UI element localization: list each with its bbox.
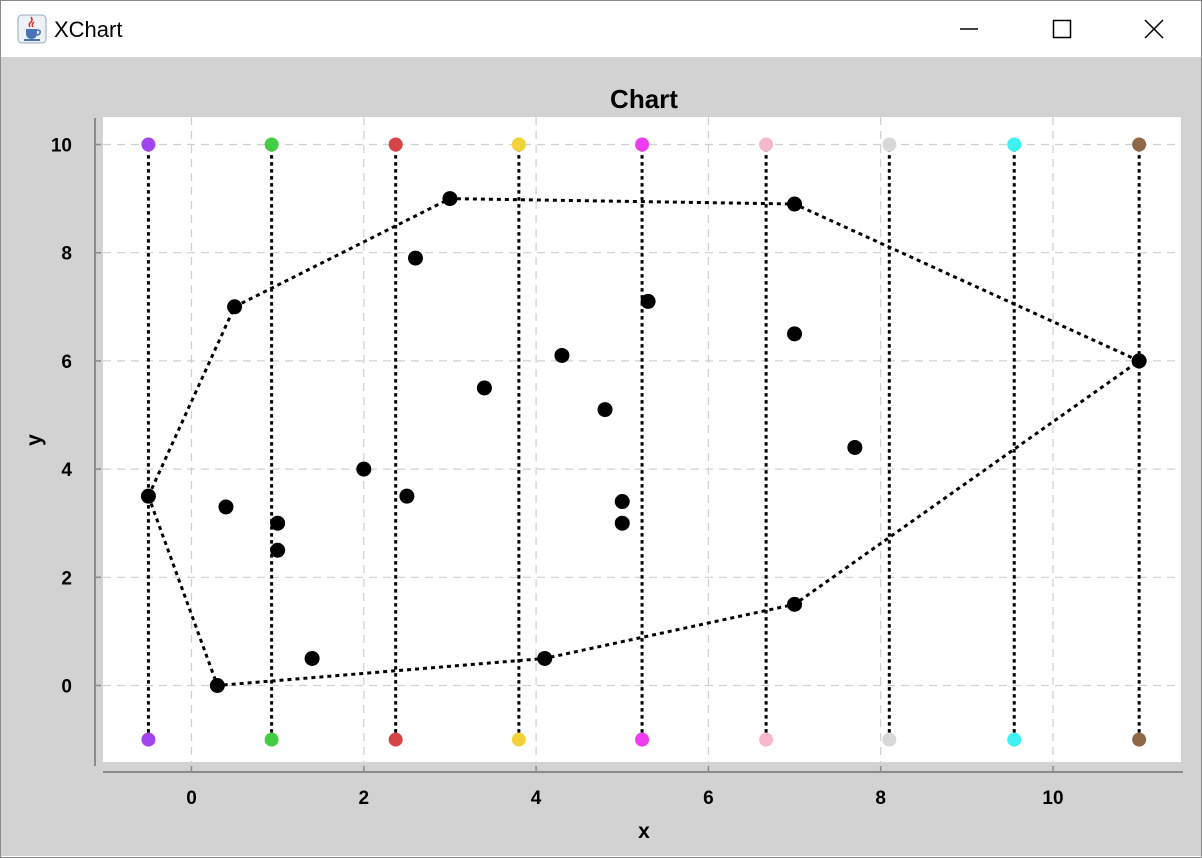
y-tick-label: 10: [51, 136, 72, 157]
data-point: [787, 596, 803, 612]
vertical-line-top-marker: [1132, 137, 1147, 152]
y-axis-label: y: [23, 434, 46, 446]
data-point: [399, 488, 415, 504]
data-point: [140, 488, 156, 504]
x-ticks: 0 2 4 6 8 10: [186, 766, 1064, 809]
vertical-line-top-marker: [264, 137, 279, 152]
minimize-button[interactable]: [923, 1, 1015, 57]
x-tick-label: 4: [531, 788, 542, 809]
x-tick-label: 8: [875, 788, 886, 809]
maximize-button[interactable]: [1016, 1, 1108, 57]
data-point: [614, 515, 630, 531]
vertical-line-top-marker: [511, 137, 526, 152]
vertical-line-bottom-marker: [511, 732, 526, 747]
data-point: [640, 293, 656, 309]
x-axis-label: x: [638, 820, 650, 843]
convex-hull: [147, 197, 1143, 688]
vertical-line-bottom-marker: [635, 732, 650, 747]
chart-title: Chart: [610, 84, 678, 114]
y-tick-label: 0: [61, 677, 72, 698]
data-point: [847, 439, 863, 455]
vertical-line-top-marker: [635, 137, 650, 152]
y-ticks: 0 2 4 6 8 10: [51, 136, 101, 698]
data-point: [442, 191, 458, 207]
close-icon: [1144, 19, 1164, 39]
data-point: [218, 499, 234, 515]
data-point: [787, 326, 803, 342]
y-tick-label: 8: [61, 244, 72, 265]
data-point: [537, 650, 553, 666]
x-tick-label: 2: [359, 788, 370, 809]
maximize-icon: [1052, 19, 1072, 39]
data-point: [1131, 353, 1147, 369]
vertical-line-bottom-marker: [388, 732, 403, 747]
vertical-line-bottom-marker: [141, 732, 156, 747]
vertical-line-bottom-marker: [759, 732, 774, 747]
data-point: [614, 494, 630, 510]
data-point: [356, 461, 372, 477]
vertical-line-top-marker: [1007, 137, 1022, 152]
data-point: [270, 515, 286, 531]
minimize-icon: [960, 28, 978, 30]
vertical-lines: [141, 137, 1147, 747]
data-point: [209, 678, 225, 693]
vertical-line-top-marker: [141, 137, 156, 152]
scatter-points: [140, 191, 1147, 693]
y-tick-label: 4: [61, 460, 72, 481]
y-tick-label: 2: [61, 568, 72, 589]
vertical-line-top-marker: [759, 137, 774, 152]
x-tick-label: 10: [1042, 788, 1063, 809]
data-point: [270, 542, 286, 558]
data-point: [227, 299, 243, 315]
data-point: [304, 650, 320, 666]
data-point: [554, 347, 570, 363]
vertical-line-top-marker: [388, 137, 403, 152]
close-button[interactable]: [1108, 1, 1200, 57]
java-cup-icon: [17, 14, 47, 44]
title-bar[interactable]: XChart: [1, 1, 1201, 57]
vertical-line-bottom-marker: [1007, 732, 1022, 747]
data-point: [476, 380, 492, 396]
window-title: XChart: [54, 17, 123, 42]
y-tick-label: 6: [61, 352, 72, 373]
hull-line: [147, 197, 1143, 688]
x-tick-label: 0: [186, 788, 197, 809]
vertical-line-bottom-marker: [264, 732, 279, 747]
vertical-line-bottom-marker: [1132, 732, 1147, 747]
vertical-line-bottom-marker: [882, 732, 897, 747]
data-point: [787, 196, 803, 212]
data-point: [597, 402, 613, 418]
vertical-line-top-marker: [882, 137, 897, 152]
data-point: [407, 250, 423, 266]
x-tick-label: 6: [703, 788, 714, 809]
